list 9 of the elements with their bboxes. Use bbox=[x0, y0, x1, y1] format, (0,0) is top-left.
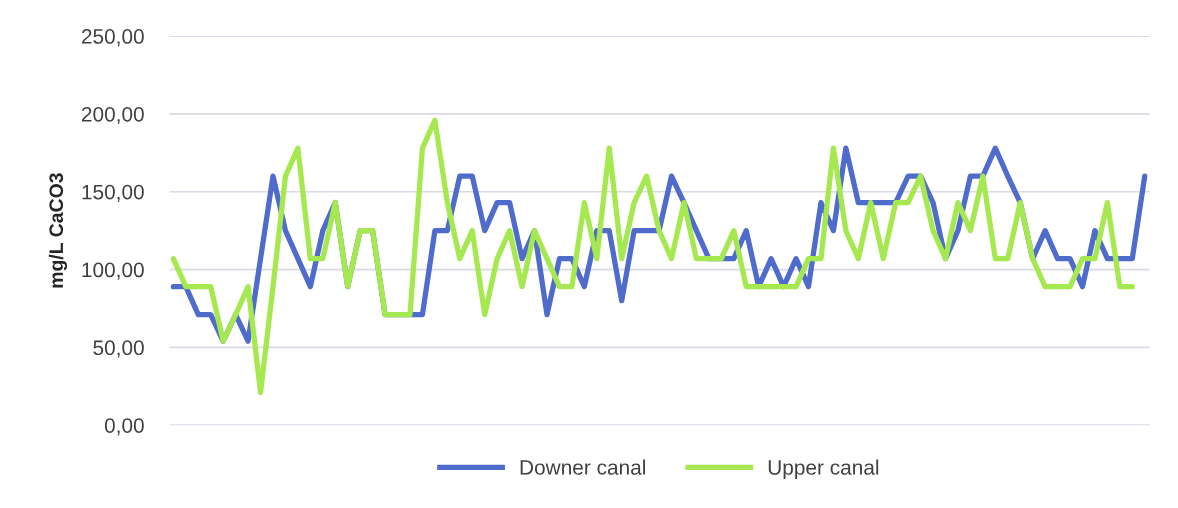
y-tick-label: 50,00 bbox=[93, 340, 144, 358]
legend-label: Downer canal bbox=[520, 459, 645, 475]
y-tick-label: 250,00 bbox=[81, 29, 144, 47]
y-tick-label: 150,00 bbox=[82, 184, 144, 202]
y-tick-label: 200,00 bbox=[81, 106, 144, 125]
y-tick-label: 0,00 bbox=[104, 418, 144, 436]
legend-label: Upper canal bbox=[768, 459, 879, 479]
y-tick-label: 100,00 bbox=[82, 262, 144, 280]
y-axis-title: mg/L CaCO3 bbox=[48, 173, 68, 288]
